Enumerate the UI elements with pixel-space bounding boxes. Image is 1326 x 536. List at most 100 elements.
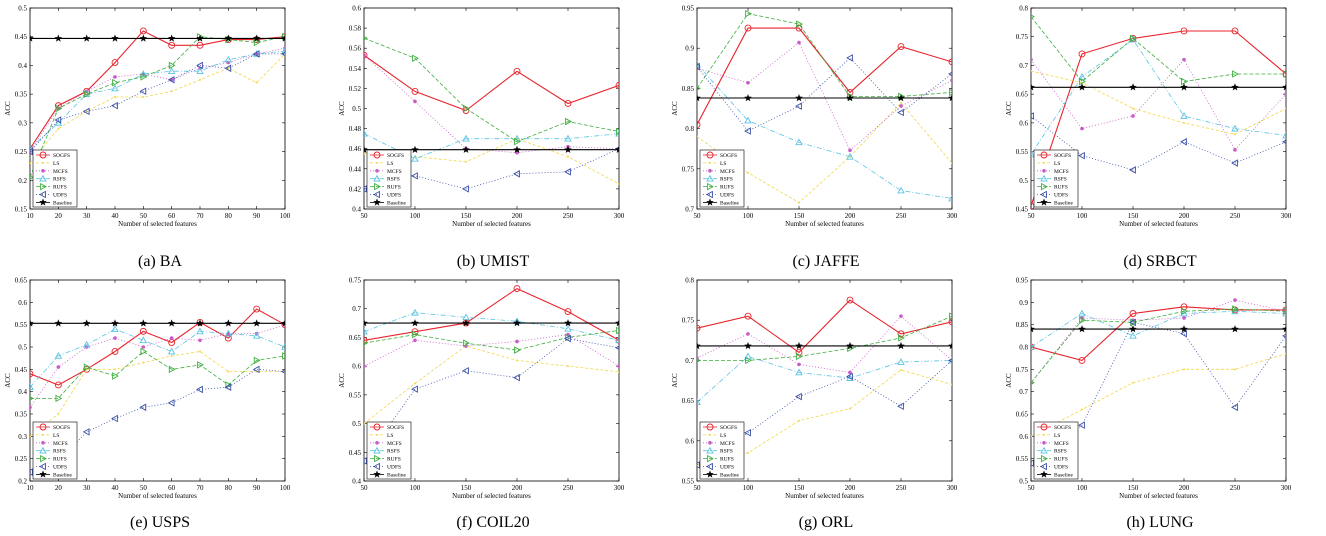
- data-point-rsfs: [1031, 150, 1035, 158]
- legend-item-rufs: RUFS: [53, 185, 67, 191]
- x-tick-label: 300: [1281, 484, 1292, 492]
- legend-marker: [373, 423, 381, 431]
- data-point-udfs: [281, 369, 285, 374]
- data-point-rufs: [197, 361, 204, 369]
- data-point-rsfs: [224, 55, 233, 63]
- data-point-udfs: [1180, 329, 1187, 338]
- series-group: [697, 9, 952, 204]
- x-tick-label: 250: [1230, 484, 1241, 492]
- legend-marker: [373, 190, 380, 199]
- y-tick-label: 0.5: [352, 420, 361, 428]
- data-point-mcfs: [198, 338, 202, 343]
- legend-item-rufs: RUFS: [53, 457, 67, 463]
- data-point-baseline: [364, 145, 368, 153]
- legend-marker: [39, 470, 47, 478]
- data-point-rsfs: [1282, 309, 1286, 317]
- y-tick-label: 0.75: [1016, 33, 1029, 41]
- data-point-rufs: [112, 372, 119, 380]
- data-point-udfs: [462, 366, 469, 375]
- data-point-rufs: [1079, 316, 1086, 324]
- data-point-mcfs: [56, 365, 61, 369]
- data-point-udfs: [364, 457, 367, 465]
- data-point-sogfs: [564, 308, 572, 316]
- data-point-ls: [697, 135, 698, 138]
- data-point-ls: [170, 354, 173, 357]
- data-point-baseline: [30, 34, 34, 42]
- data-point-baseline: [139, 34, 148, 42]
- series-line-ls: [697, 369, 952, 466]
- panel-caption: (d) SRBCT: [1123, 253, 1197, 270]
- legend-item-udfs: UDFS: [53, 465, 67, 471]
- data-point-baseline: [564, 319, 572, 327]
- legend-marker: [1040, 174, 1048, 182]
- data-point-rsfs: [1180, 112, 1188, 119]
- data-point-mcfs: [413, 338, 417, 343]
- y-tick-label: 0.56: [349, 45, 362, 53]
- y-tick-label: 0.5: [1019, 177, 1028, 185]
- series-line-rufs: [364, 330, 619, 351]
- legend-item-rufs: RUFS: [720, 457, 734, 463]
- y-tick-label: 0.65: [1016, 411, 1029, 419]
- panel-caption: (h) LUNG: [1126, 514, 1194, 531]
- legend-item-ls: LS: [1054, 161, 1060, 167]
- data-point-mcfs: [746, 332, 750, 336]
- series-line-sogfs: [364, 287, 619, 341]
- data-point-rsfs: [948, 194, 952, 202]
- data-point-baseline: [364, 319, 368, 327]
- x-tick-label: 60: [168, 484, 176, 492]
- legend-item-rufs: RUFS: [1054, 185, 1068, 191]
- data-point-rsfs: [1282, 131, 1286, 139]
- data-point-rufs: [1031, 380, 1035, 385]
- series-line-rufs: [30, 36, 285, 178]
- data-point-udfs: [948, 358, 952, 363]
- y-tick-label: 0.54: [349, 65, 362, 73]
- data-point-baseline: [224, 34, 233, 42]
- data-point-baseline: [462, 145, 470, 153]
- x-tick-label: 80: [225, 212, 233, 220]
- legend-item-rsfs: RSFS: [387, 177, 400, 183]
- data-point-rsfs: [30, 383, 34, 391]
- data-point-rufs: [1130, 34, 1137, 43]
- data-point-ls: [364, 422, 365, 425]
- series-line-mcfs: [697, 315, 952, 373]
- legend-marker: [41, 169, 45, 173]
- data-point-ls: [747, 451, 749, 454]
- data-point-baseline: [846, 94, 854, 102]
- legend-item-ls: LS: [720, 433, 726, 439]
- data-point-mcfs: [746, 80, 750, 85]
- data-point-rufs: [282, 32, 285, 41]
- x-tick-label: 300: [1281, 212, 1292, 220]
- series-line-rsfs: [1031, 310, 1286, 348]
- chart-panel-8: 50 100 150 200 250 300 0.5 0.55 0.6 0.65 0.7 0.75 0.…: [1005, 277, 1292, 532]
- data-point-rufs: [140, 347, 148, 356]
- data-point-udfs: [167, 76, 175, 84]
- y-tick-label: 0.42: [349, 185, 362, 193]
- data-point-rufs: [30, 175, 34, 180]
- legend-item-rufs: RUFS: [1054, 457, 1068, 463]
- data-point-rufs: [30, 396, 34, 401]
- data-point-rufs: [168, 365, 176, 374]
- series-line-rsfs: [697, 64, 952, 199]
- data-point-ls: [1132, 381, 1134, 384]
- legend-item-udfs: UDFS: [1054, 193, 1068, 199]
- data-point-baseline: [513, 145, 521, 153]
- data-point-rsfs: [167, 347, 176, 355]
- data-point-sogfs: [744, 312, 752, 320]
- data-point-udfs: [513, 170, 520, 178]
- data-point-rufs: [55, 104, 63, 113]
- y-tick-label: 0.25: [15, 455, 28, 463]
- x-tick-label: 250: [896, 484, 907, 492]
- data-point-sogfs: [564, 100, 572, 107]
- data-point-rsfs: [462, 134, 470, 142]
- data-point-udfs: [139, 403, 147, 412]
- data-point-baseline: [196, 34, 204, 42]
- data-point-sogfs: [364, 51, 368, 59]
- data-point-udfs: [1282, 333, 1286, 339]
- data-point-baseline: [564, 145, 572, 153]
- data-point-ls: [199, 350, 201, 353]
- data-point-ls: [567, 155, 569, 158]
- data-point-rsfs: [1180, 309, 1188, 317]
- legend-item-rsfs: RSFS: [1054, 449, 1067, 455]
- data-point-rsfs: [1078, 309, 1086, 317]
- panel-caption: (c) JAFFE: [792, 253, 859, 270]
